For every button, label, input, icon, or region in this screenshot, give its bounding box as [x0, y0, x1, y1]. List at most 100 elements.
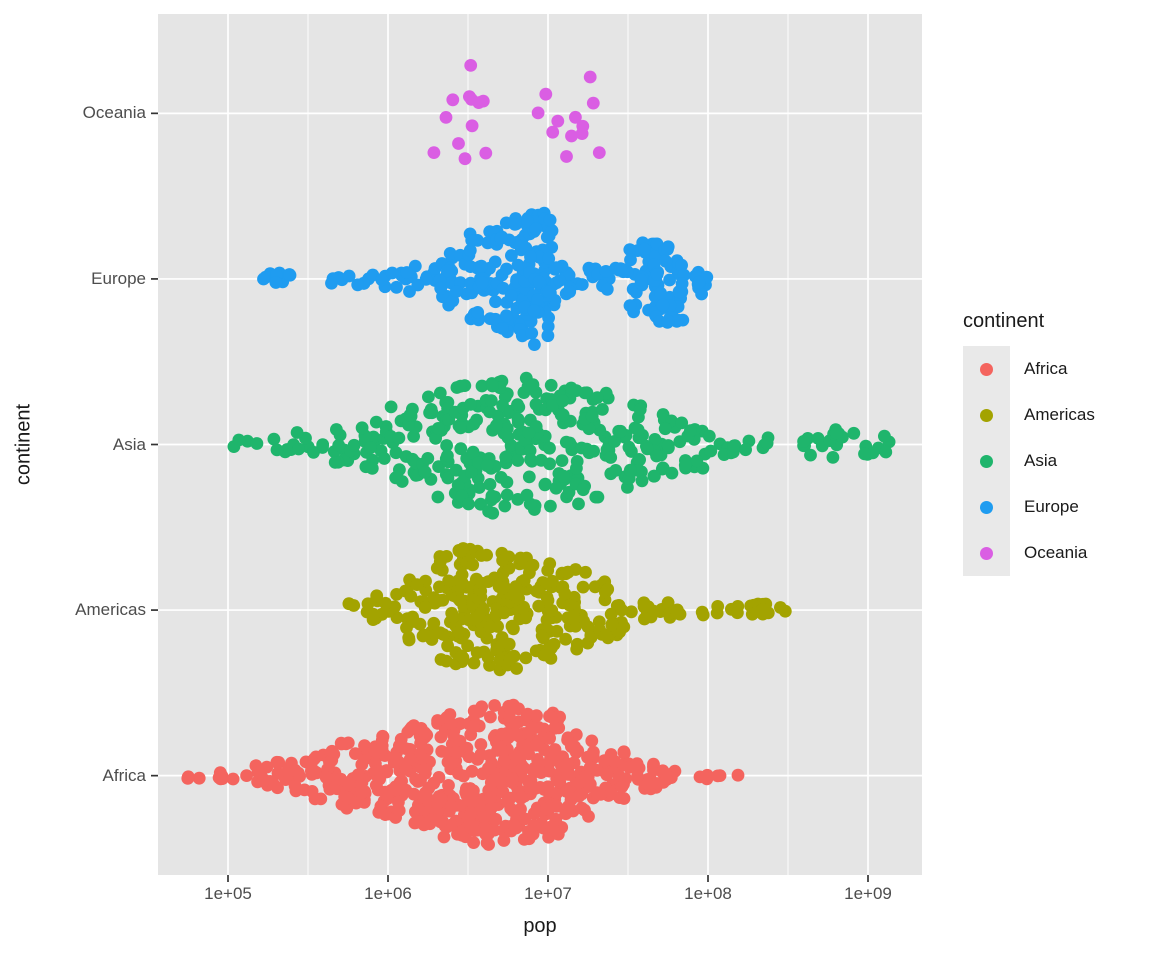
data-point	[529, 222, 543, 236]
data-point	[441, 264, 454, 278]
data-point	[413, 747, 427, 761]
data-point	[484, 791, 497, 805]
data-point	[365, 462, 379, 475]
data-point	[479, 146, 493, 160]
data-point	[410, 815, 424, 829]
data-point	[440, 439, 453, 452]
data-point	[599, 265, 613, 278]
data-point	[582, 422, 596, 436]
data-point	[623, 243, 637, 256]
data-point	[575, 278, 589, 291]
data-point	[544, 499, 557, 513]
data-point	[475, 379, 489, 393]
data-point	[269, 276, 283, 289]
data-point	[511, 412, 525, 426]
data-point	[366, 607, 380, 621]
data-point	[429, 432, 442, 445]
data-point	[530, 738, 543, 752]
data-point	[543, 557, 557, 570]
legend-entry: Americas	[963, 392, 1095, 438]
data-point	[553, 274, 567, 287]
x-tick-label: 1e+09	[844, 884, 892, 903]
data-point	[292, 442, 305, 456]
data-point	[485, 489, 499, 503]
y-tick-label: Africa	[102, 765, 146, 785]
data-point	[403, 743, 417, 756]
data-point	[650, 449, 663, 463]
data-point	[543, 213, 557, 227]
data-point	[444, 717, 458, 731]
data-point	[661, 314, 675, 328]
data-point	[695, 287, 708, 301]
legend-entry-label: Asia	[1024, 451, 1058, 470]
data-point	[400, 621, 413, 635]
data-point	[369, 415, 383, 429]
data-point	[377, 452, 391, 465]
data-point	[596, 403, 609, 416]
data-point	[548, 743, 562, 756]
data-point	[638, 242, 651, 256]
data-point	[482, 761, 495, 775]
data-point	[375, 273, 389, 287]
data-point	[497, 754, 511, 767]
data-point	[656, 298, 670, 312]
x-tick-label: 1e+08	[684, 884, 732, 903]
data-point	[524, 453, 537, 466]
data-point	[552, 775, 566, 789]
data-point	[433, 580, 446, 594]
data-point	[600, 282, 614, 296]
data-point	[488, 699, 501, 712]
data-point	[572, 497, 585, 511]
data-point	[579, 565, 592, 579]
data-point	[660, 773, 674, 786]
data-point	[442, 574, 455, 588]
data-point	[368, 744, 382, 758]
data-point	[433, 626, 447, 640]
legend-entry-label: Europe	[1024, 497, 1079, 516]
data-point	[464, 59, 478, 72]
data-point	[500, 309, 513, 323]
data-point	[467, 704, 481, 718]
legend-key	[963, 530, 1010, 576]
data-point	[290, 426, 304, 439]
data-point	[654, 286, 667, 300]
data-point	[578, 386, 592, 400]
data-point	[463, 244, 477, 257]
data-point	[556, 408, 570, 422]
data-point	[511, 454, 525, 467]
data-point	[522, 470, 536, 484]
data-point	[444, 818, 458, 832]
data-point	[307, 445, 320, 459]
legend-title: continent	[963, 310, 1045, 332]
data-point	[452, 137, 465, 150]
data-point	[433, 594, 447, 607]
data-point	[566, 609, 580, 622]
data-point	[390, 280, 403, 294]
data-point	[454, 442, 468, 456]
data-point	[544, 378, 558, 392]
data-point	[614, 424, 627, 438]
data-point	[474, 738, 488, 751]
data-point	[878, 429, 891, 443]
data-point	[464, 398, 477, 411]
data-point	[486, 379, 499, 393]
data-point	[695, 605, 709, 619]
data-point	[560, 150, 573, 163]
data-point	[418, 465, 432, 479]
data-point	[316, 438, 330, 451]
data-point	[389, 446, 403, 460]
data-point	[392, 795, 405, 809]
data-point	[434, 730, 448, 744]
data-point	[323, 756, 336, 769]
data-point	[464, 260, 477, 273]
legend-entry-label: Oceania	[1024, 543, 1088, 562]
data-point	[405, 722, 418, 736]
data-point	[560, 785, 574, 798]
data-point	[829, 426, 843, 440]
data-point	[427, 146, 441, 160]
data-point	[858, 447, 871, 461]
data-point	[467, 656, 481, 670]
data-point	[252, 766, 266, 779]
series-americas	[342, 542, 792, 677]
